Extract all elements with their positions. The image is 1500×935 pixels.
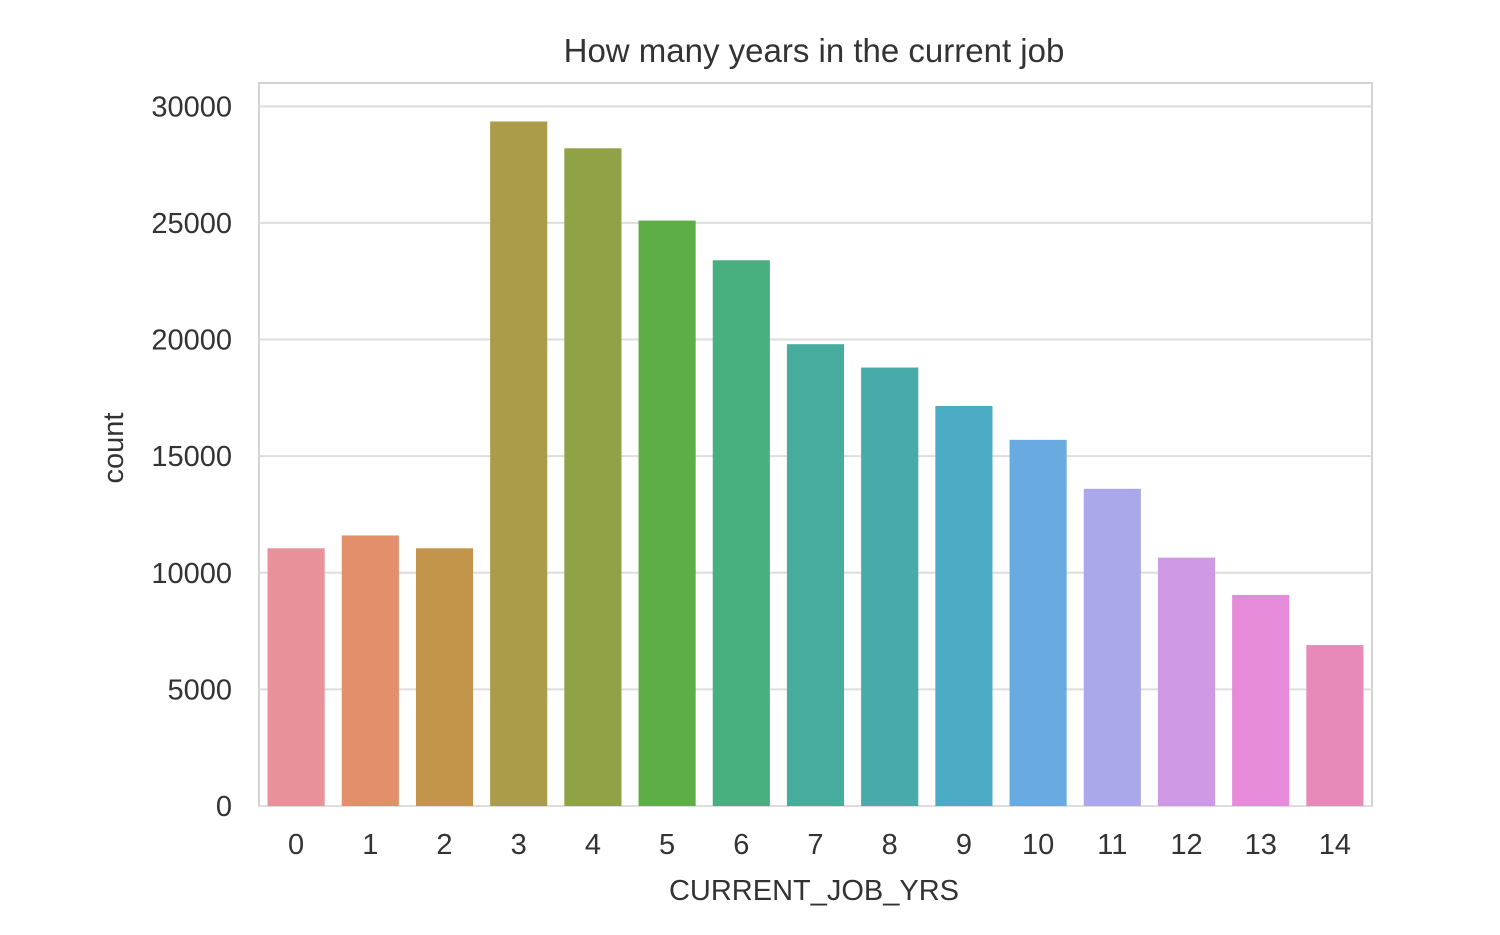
- x-tick-label: 2: [436, 829, 452, 861]
- x-tick-label: 1: [362, 829, 378, 861]
- chart-title: How many years in the current job: [564, 32, 1065, 69]
- x-tick-label: 10: [1022, 829, 1054, 861]
- bar-4: [564, 148, 622, 806]
- bar-6: [712, 260, 770, 807]
- bar-5: [638, 220, 696, 807]
- y-tick-label: 5000: [167, 674, 232, 706]
- bar-2: [415, 548, 474, 806]
- y-tick-label: 25000: [151, 208, 232, 240]
- bar-13: [1232, 594, 1290, 806]
- x-tick-label: 3: [511, 829, 527, 861]
- x-tick-label: 5: [659, 829, 675, 861]
- bar-1: [341, 535, 399, 806]
- bar-7: [786, 344, 845, 806]
- bar-0: [267, 548, 325, 806]
- x-tick-label: 13: [1245, 829, 1277, 861]
- bar-11: [1083, 488, 1141, 806]
- y-axis-title: count: [98, 413, 130, 484]
- x-tick-labels: 0 1 2 3 4 5 6 7 8 9 10 11 12 13 14: [288, 829, 1351, 861]
- y-tick-label: 10000: [151, 558, 232, 590]
- x-tick-label: 4: [585, 829, 601, 861]
- x-tick-label: 6: [733, 829, 749, 861]
- x-axis-title: CURRENT_JOB_YRS: [669, 875, 959, 907]
- x-tick-label: 0: [288, 829, 304, 861]
- x-tick-label: 12: [1170, 829, 1202, 861]
- y-tick-label: 0: [216, 791, 232, 823]
- x-tick-label: 14: [1319, 829, 1351, 861]
- x-tick-label: 11: [1097, 829, 1127, 861]
- y-tick-label: 20000: [151, 325, 232, 357]
- bar-9: [935, 406, 993, 806]
- y-tick-label: 15000: [151, 441, 232, 473]
- y-tick-labels: 0 5000 10000 15000 20000 25000 30000: [151, 91, 232, 823]
- y-tick-label: 30000: [151, 91, 232, 123]
- bar-3: [490, 121, 548, 807]
- bar-10: [1009, 439, 1067, 806]
- x-tick-label: 8: [882, 829, 898, 861]
- bar-14: [1306, 645, 1364, 806]
- x-tick-label: 9: [956, 829, 972, 861]
- bar-8: [861, 367, 919, 806]
- bar-12: [1157, 557, 1216, 806]
- x-tick-label: 7: [807, 829, 823, 861]
- bars: [267, 121, 1364, 807]
